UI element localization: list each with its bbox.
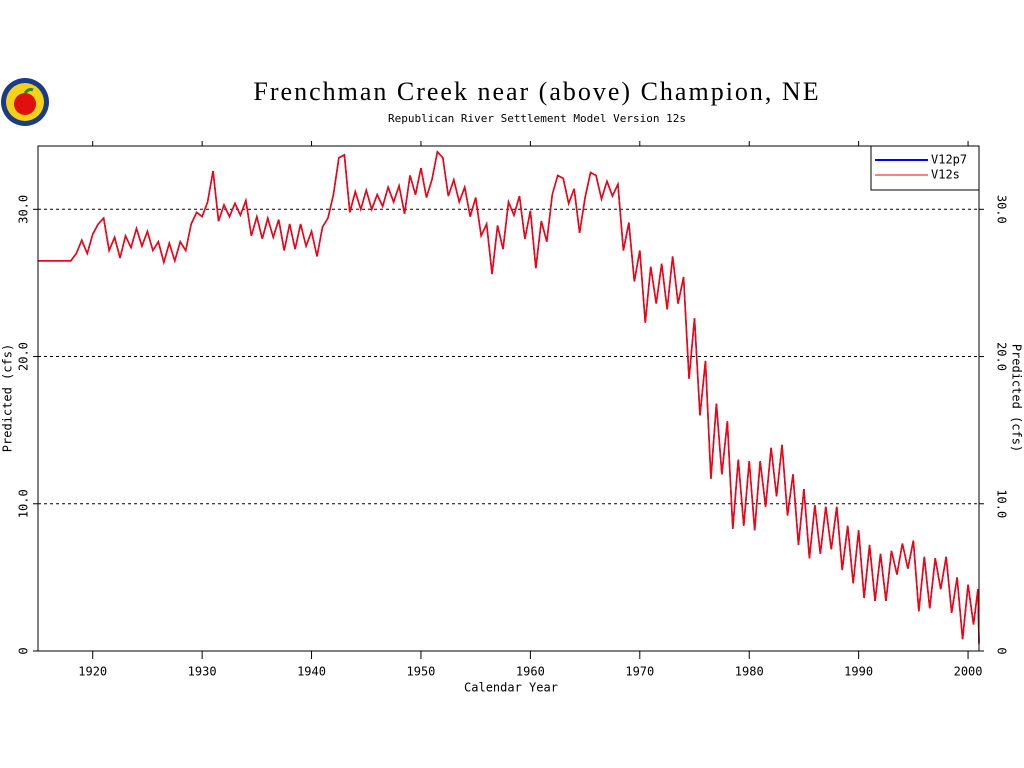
x-tick-label: 1950: [407, 665, 436, 679]
data-line: [38, 150, 980, 644]
plot-frame: [37, 145, 980, 652]
y-tick-label: 0: [17, 647, 31, 654]
y-tick-label: 20.0: [17, 342, 31, 371]
y2-axis-label: Predicted (cfs): [1010, 344, 1024, 452]
x-tick-label: 1980: [735, 665, 764, 679]
chart-subtitle: Republican River Settlement Model Versio…: [388, 112, 686, 125]
x-tick-label: 2000: [954, 665, 983, 679]
x-tick-label: 1970: [625, 665, 654, 679]
x-tick-label: 1990: [844, 665, 873, 679]
y-tick-label: 10.0: [17, 489, 31, 518]
x-tick-label: 1920: [78, 665, 107, 679]
y2-tick-label: 20.0: [995, 342, 1009, 371]
x-tick-label: 1940: [297, 665, 326, 679]
y2-tick-label: 30.0: [995, 195, 1009, 224]
y2-tick-label: 10.0: [995, 489, 1009, 518]
y-axis-label: Predicted (cfs): [1, 344, 15, 452]
logo: [1, 78, 49, 126]
legend-label: V12p7: [931, 153, 967, 167]
legend-label: V12s: [931, 168, 960, 182]
x-tick-label: 1960: [516, 665, 545, 679]
data-line: [38, 150, 980, 644]
x-tick-label: 1930: [188, 665, 217, 679]
x-axis-label: Calendar Year: [464, 681, 558, 695]
y2-tick-label: 0: [995, 647, 1009, 654]
chart-title: Frenchman Creek near (above) Champion, N…: [253, 77, 820, 106]
y-tick-label: 30.0: [17, 195, 31, 224]
